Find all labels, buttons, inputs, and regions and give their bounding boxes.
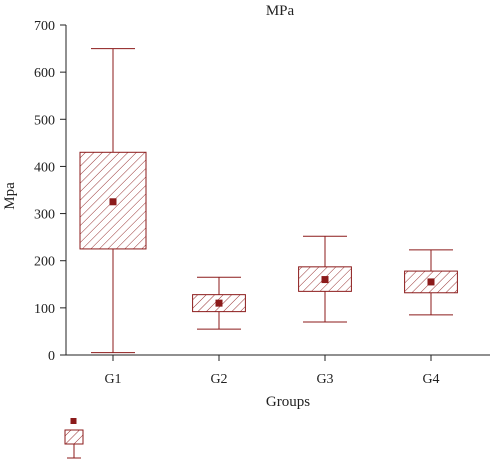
- y-tick-label: 300: [34, 208, 55, 223]
- legend: [64, 418, 84, 459]
- mean-marker: [215, 299, 223, 307]
- box-g2: [192, 276, 246, 330]
- y-tick-label: 600: [34, 66, 55, 81]
- y-tick-label: 100: [34, 302, 55, 317]
- legend-mean-marker: [70, 418, 77, 424]
- x-axis-label: Groups: [266, 394, 310, 410]
- mean-marker: [321, 276, 329, 284]
- boxes-layer: [79, 48, 458, 354]
- y-tick-label: 400: [34, 160, 55, 175]
- box-g3: [298, 235, 352, 323]
- y-tick-label: 0: [48, 349, 55, 364]
- box-g4: [404, 249, 458, 316]
- mean-marker: [109, 198, 117, 206]
- x-tick-label: G1: [104, 372, 121, 387]
- mean-marker: [427, 278, 435, 286]
- y-tick-label: 500: [34, 113, 55, 128]
- x-tick-label: G4: [422, 372, 439, 387]
- y-ticks: 0 100 200 300 400 500 600 700: [34, 19, 66, 364]
- y-axis-label: Mpa: [2, 182, 18, 210]
- x-ticks: G1 G2 G3 G4: [104, 355, 440, 387]
- x-tick-label: G3: [316, 372, 333, 387]
- chart-title: MPa: [266, 3, 295, 19]
- legend-box-symbol: [64, 429, 84, 445]
- x-tick-label: G2: [210, 372, 227, 387]
- box-g1: [79, 48, 147, 354]
- y-tick-label: 700: [34, 19, 55, 34]
- y-tick-label: 200: [34, 255, 55, 270]
